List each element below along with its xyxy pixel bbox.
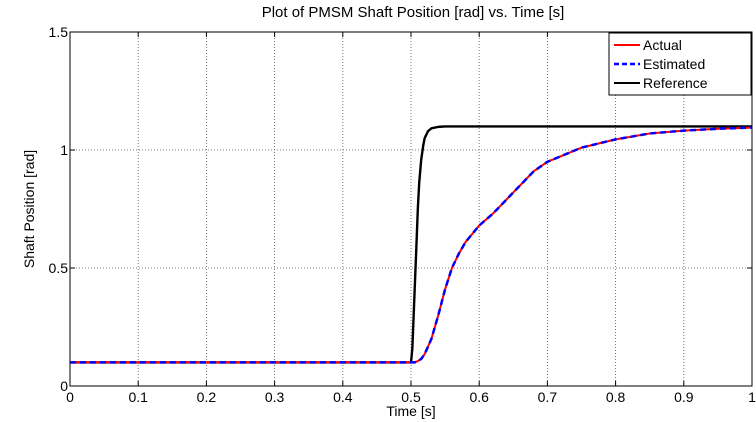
y-tick-label: 0 — [60, 378, 68, 394]
y-axis-label: Shaft Position [rad] — [21, 150, 37, 268]
chart-title: Plot of PMSM Shaft Position [rad] vs. Ti… — [262, 4, 565, 21]
x-tick-label: 0.2 — [197, 389, 217, 405]
legend-label-estimated: Estimated — [643, 56, 705, 72]
x-tick-label: 0.7 — [538, 389, 558, 405]
axis-ticks — [69, 31, 753, 387]
x-tick-label: 0.8 — [606, 389, 626, 405]
legend: Actual Estimated Reference — [608, 32, 752, 96]
y-tick-label: 0.5 — [49, 260, 69, 276]
x-tick-labels: 0 0.1 0.2 0.3 0.4 0.5 0.6 0.7 0.8 0.9 1 — [66, 389, 756, 405]
x-tick-label: 0.1 — [128, 389, 148, 405]
series-lines — [70, 125, 753, 364]
x-tick-label: 0.9 — [674, 389, 694, 405]
y-tick-labels: 0 0.5 1 1.5 — [49, 24, 69, 394]
y-tick-label: 1 — [60, 142, 68, 158]
x-tick-label: 0.6 — [469, 389, 489, 405]
x-tick-label: 0 — [66, 389, 74, 405]
x-tick-label: 0.4 — [333, 389, 353, 405]
grid-lines — [70, 32, 752, 386]
x-axis-label: Time [s] — [386, 403, 435, 419]
legend-label-actual: Actual — [643, 37, 682, 53]
x-tick-label: 0.5 — [401, 389, 421, 405]
y-tick-label: 1.5 — [49, 24, 69, 40]
legend-label-reference: Reference — [643, 75, 708, 91]
series-line-estimated — [70, 126, 753, 364]
x-tick-label: 1 — [748, 389, 756, 405]
x-tick-label: 0.3 — [265, 389, 285, 405]
